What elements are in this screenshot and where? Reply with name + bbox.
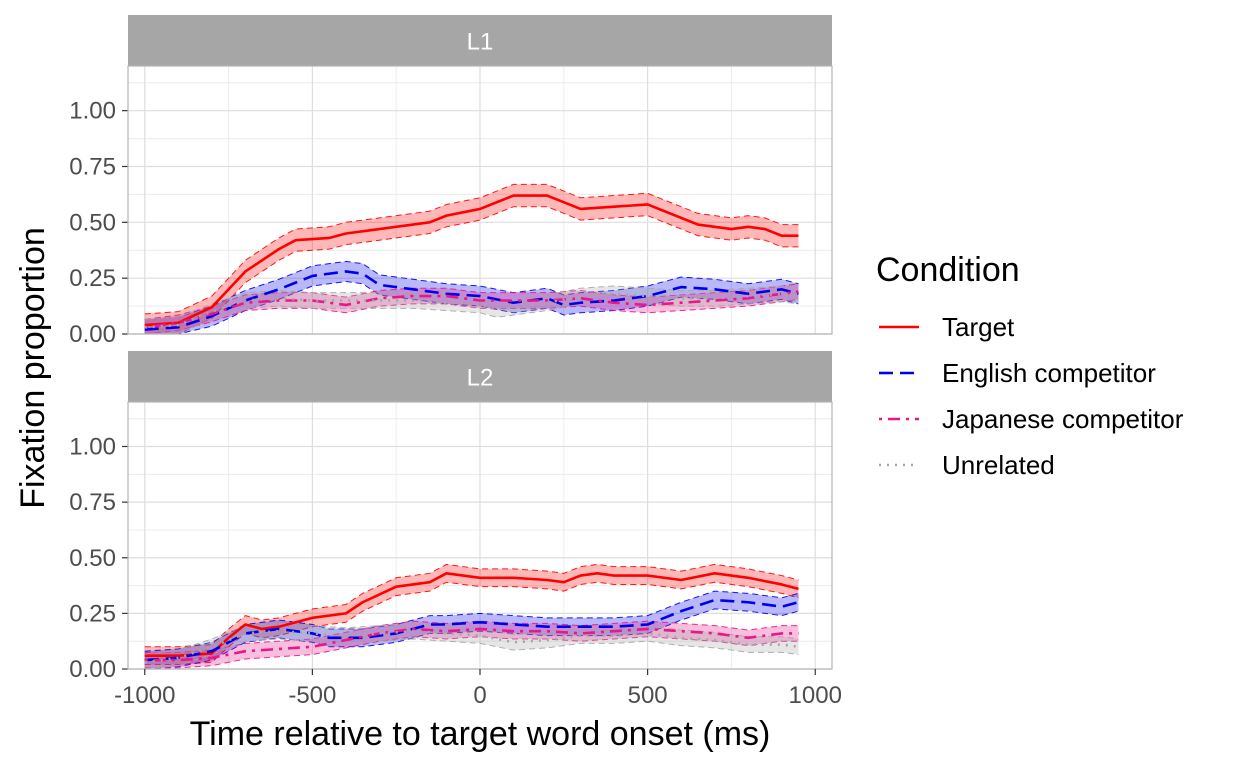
panel-border bbox=[127, 65, 833, 335]
x-tick-label: 0 bbox=[473, 682, 486, 709]
series-line-target bbox=[144, 194, 799, 327]
ci-upper-edge bbox=[144, 285, 799, 320]
x-tick-label: 1000 bbox=[789, 682, 842, 709]
ci-lower-edge bbox=[144, 301, 799, 335]
ci-lower-edge bbox=[144, 206, 799, 335]
ci-ribbon-target bbox=[144, 184, 799, 334]
panel-strip-label: L1 bbox=[467, 29, 494, 56]
y-tick-label: 0.50 bbox=[69, 545, 116, 572]
x-tick-label: -1000 bbox=[114, 682, 175, 709]
legend-label: English competitor bbox=[942, 358, 1156, 388]
ci-ribbon-english-competitor bbox=[144, 591, 799, 669]
panel-strip-label: L2 bbox=[467, 365, 494, 392]
ci-upper-edge bbox=[144, 183, 799, 315]
y-tick-label: 1.00 bbox=[69, 98, 116, 125]
panel-strip bbox=[128, 15, 832, 66]
y-tick-label: 0.75 bbox=[69, 154, 116, 181]
ci-lower-edge bbox=[144, 636, 799, 669]
y-tick-label: 0.75 bbox=[69, 489, 116, 516]
y-tick-label: 0.50 bbox=[69, 209, 116, 236]
ci-upper-edge bbox=[144, 283, 799, 320]
panel-l1: L1 0.00 0.25 0.50 0.75 1.00 bbox=[69, 15, 833, 348]
x-tick-label: 500 bbox=[628, 682, 668, 709]
panel-l2: L2 0.00 0.25 0.50 0.75 1.00 bbox=[69, 351, 833, 683]
series-line-english-competitor bbox=[144, 598, 799, 662]
legend: Condition Target English competitor Japane… bbox=[876, 251, 1184, 480]
ci-upper-edge bbox=[144, 590, 799, 652]
ci-lower-edge bbox=[144, 581, 799, 666]
ci-upper-edge bbox=[144, 620, 799, 653]
x-axis-title: Time relative to target word onset (ms) bbox=[190, 715, 771, 753]
ci-ribbon-english-competitor bbox=[144, 261, 799, 334]
y-tick-label: 1.00 bbox=[69, 434, 116, 461]
y-axis-title: Fixation proportion bbox=[14, 227, 52, 509]
y-tick-label: 0.25 bbox=[69, 600, 116, 627]
ci-upper-edge bbox=[144, 563, 799, 648]
ci-lower-edge bbox=[144, 281, 799, 335]
series-line-japanese-competitor bbox=[144, 290, 799, 329]
series-line-unrelated bbox=[144, 292, 799, 329]
ci-lower-edge bbox=[144, 638, 799, 670]
y-tick-label: 0.00 bbox=[69, 321, 116, 348]
legend-label: Target bbox=[942, 312, 1015, 342]
legend-title: Condition bbox=[876, 251, 1020, 289]
y-tick-label: 0.25 bbox=[69, 265, 116, 292]
panels-layer: L1 0.00 0.25 0.50 0.75 1.00 L2 0.00 0.25 0.50 0.75… bbox=[69, 15, 842, 709]
y-tick-label: 0.00 bbox=[69, 656, 116, 683]
legend-label: Unrelated bbox=[942, 450, 1055, 480]
series-line-english-competitor bbox=[144, 270, 799, 331]
series-line-target bbox=[144, 572, 799, 657]
ci-lower-edge bbox=[144, 298, 799, 335]
series-line-japanese-competitor bbox=[144, 627, 799, 662]
panel-strip bbox=[128, 351, 832, 402]
x-tick-label: -500 bbox=[288, 682, 336, 709]
legend-label: Japanese competitor bbox=[942, 404, 1184, 434]
ci-ribbon-japanese-competitor bbox=[144, 621, 799, 668]
ci-upper-edge bbox=[144, 260, 799, 320]
